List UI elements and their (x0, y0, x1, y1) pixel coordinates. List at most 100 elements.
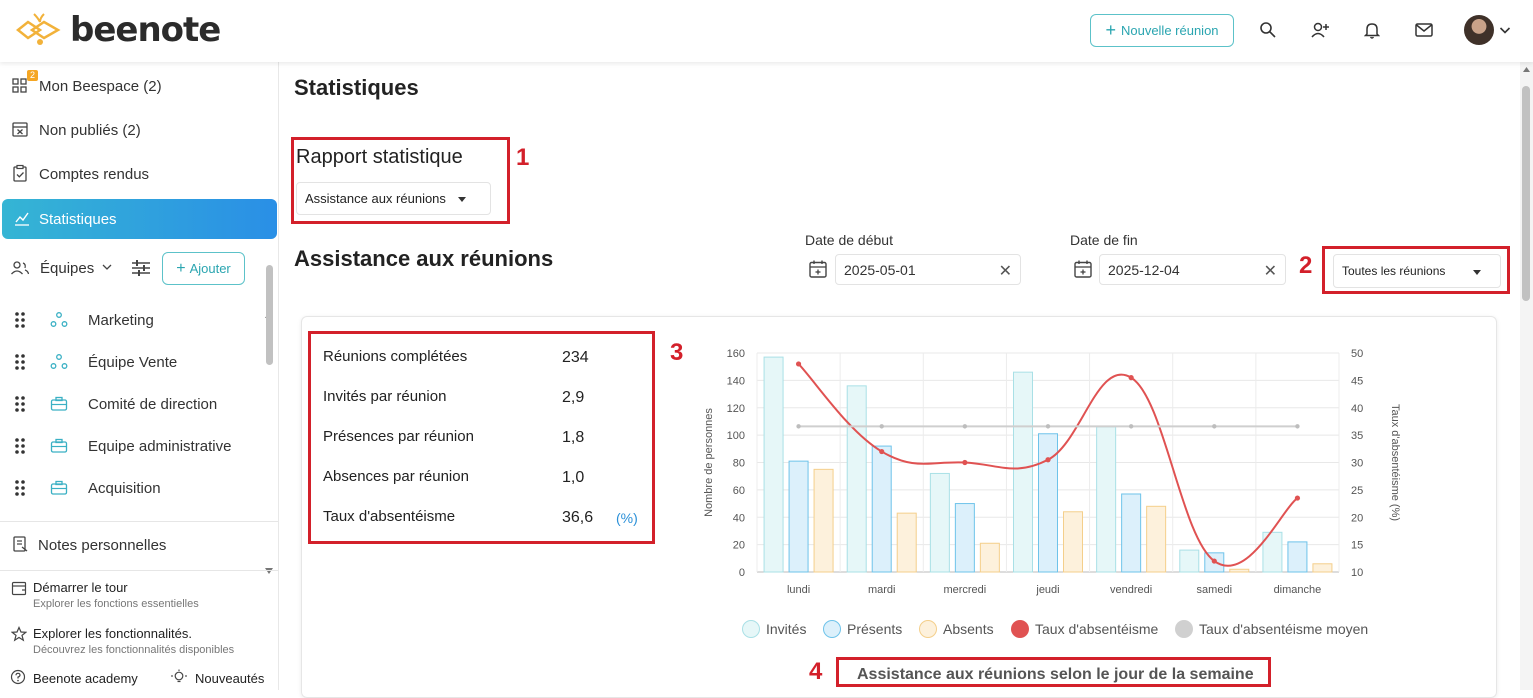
y-tick-label: 120 (727, 403, 745, 415)
mail-icon[interactable] (1412, 18, 1436, 42)
calendar-icon[interactable] (808, 259, 828, 279)
drag-handle-icon[interactable] (15, 480, 25, 500)
drag-handle-icon[interactable] (15, 312, 25, 332)
legend-swatch (1175, 620, 1193, 638)
y2-axis-title: Taux d'absentéisme (%) (1389, 404, 1401, 521)
y-tick-label: 60 (733, 485, 745, 497)
report-type-select[interactable]: Assistance aux réunions (296, 182, 491, 215)
point-vendredi (1128, 375, 1134, 381)
y-axis-title: Nombre de personnes (703, 408, 715, 517)
point-mercredi (962, 459, 968, 466)
explore-features-subtitle: Découvrez les fonctionnalités disponible… (33, 644, 235, 656)
sidebar-item-label: Notes personnelles (38, 536, 167, 554)
bell-icon[interactable] (1360, 18, 1384, 42)
legend-item[interactable]: Invités (742, 620, 806, 638)
drag-handle-icon[interactable] (15, 354, 25, 374)
attendance-chart: 0 20 40 60 80 100 120 140 160 10 15 20 25 30 35 40 45 50 l… (703, 348, 1401, 596)
stat-value: 36,6 (562, 509, 594, 526)
avg-point-dimanche (1295, 424, 1300, 429)
annotation-number-3: 3 (670, 339, 684, 366)
x-tick-label: mardi (868, 584, 896, 596)
sidebar-item-label: Non publiés (2) (39, 121, 141, 139)
new-meeting-button[interactable]: + Nouvelle réunion (1090, 14, 1234, 47)
sidebar-item-team[interactable]: Equipe administrative (0, 427, 262, 467)
search-icon[interactable] (1256, 18, 1280, 42)
bar-lundi (763, 356, 784, 573)
meetings-filter-select[interactable]: Toutes les réunions (1333, 254, 1501, 288)
stat-label: Invités par réunion (323, 388, 447, 405)
start-date-input[interactable]: 2025-05-01 ✕ (835, 254, 1021, 285)
scroll-down-icon[interactable] (264, 567, 274, 575)
y-tick-label: 20 (733, 540, 745, 552)
bar-samedi (1229, 568, 1250, 573)
sidebar-item-comptes-rendus[interactable]: Comptes rendus (0, 154, 278, 194)
avatar[interactable] (1464, 15, 1494, 45)
news-label: Nouveautés (195, 671, 265, 686)
legend-swatch (742, 620, 760, 638)
statistics-card: Réunions complétées 234 Invités par réun… (301, 316, 1497, 698)
y-tick-label: 160 (727, 348, 745, 360)
star-icon (11, 626, 27, 642)
beenote-logo[interactable]: beenote (14, 10, 221, 50)
teams-scroll-thumb[interactable] (266, 265, 273, 365)
legend-item[interactable]: Taux d'absentéisme (1011, 620, 1158, 638)
report-title: Rapport statistique (296, 146, 463, 168)
stat-label: Présences par réunion (323, 428, 474, 445)
annotation-number-4: 4 (809, 658, 823, 685)
avg-point-jeudi (1045, 424, 1051, 429)
bar-mardi (871, 445, 892, 573)
legend-swatch (919, 620, 937, 638)
bar-mardi (846, 385, 867, 573)
briefcase-icon (50, 396, 68, 416)
legend-label: Présents (847, 621, 903, 637)
notes-icon (13, 536, 28, 552)
y2-tick-label: 50 (1351, 348, 1363, 360)
legend-item[interactable]: Présents (823, 620, 902, 638)
drag-handle-icon[interactable] (15, 438, 25, 458)
sidebar-item-team[interactable]: Acquisition (0, 469, 262, 509)
clear-icon[interactable]: ✕ (998, 263, 1012, 280)
sidebar-item-non-publies[interactable]: Non publiés (2) (0, 110, 278, 150)
grid-icon (12, 78, 27, 93)
app-name: beenote (70, 10, 221, 50)
legend-item[interactable]: Absents (919, 620, 994, 638)
end-date-input[interactable]: 2025-12-04 ✕ (1099, 254, 1286, 285)
add-user-icon[interactable] (1308, 18, 1332, 42)
clear-icon[interactable]: ✕ (1263, 263, 1277, 280)
y2-tick-label: 45 (1351, 375, 1363, 387)
page-scroll-thumb[interactable] (1522, 86, 1530, 301)
stat-unit: (%) (616, 510, 638, 526)
add-team-button[interactable]: + Ajouter (162, 252, 245, 285)
chart-icon (15, 212, 29, 226)
chevron-down-icon[interactable] (102, 263, 112, 271)
drag-handle-icon[interactable] (15, 396, 25, 416)
legend-item[interactable]: Taux d'absentéisme moyen (1175, 620, 1368, 638)
sidebar-item-statistiques[interactable]: Statistiques (2, 199, 277, 239)
end-date-label: Date de fin (1070, 232, 1138, 248)
sidebar-item-label: Statistiques (39, 210, 117, 228)
stat-value: 1,0 (562, 469, 585, 486)
point-jeudi (1045, 457, 1051, 463)
bar-lundi (788, 460, 809, 573)
team-dots-icon (50, 312, 68, 332)
scroll-up-icon[interactable] (1522, 66, 1531, 73)
chevron-down-icon[interactable] (1499, 22, 1511, 40)
teams-header: Équipes (0, 252, 278, 288)
stat-label: Taux d'absentéisme (323, 508, 456, 525)
x-tick-label: jeudi (1035, 584, 1059, 596)
sidebar-item-team[interactable]: Comité de direction (0, 385, 262, 425)
sidebar-item-mon-beespace[interactable]: 2 Mon Beespace (2) (0, 66, 278, 106)
new-meeting-label: Nouvelle réunion (1120, 23, 1219, 38)
teams-label[interactable]: Équipes (40, 260, 95, 277)
calendar-icon[interactable] (1073, 259, 1093, 279)
legend-label: Invités (766, 621, 807, 637)
avg-point-vendredi (1128, 424, 1134, 429)
sidebar-item-team[interactable]: Marketing (0, 301, 262, 341)
sidebar-item-notes-personnelles[interactable]: Notes personnelles (0, 525, 278, 565)
y-tick-label: 100 (727, 430, 745, 442)
y2-tick-label: 25 (1351, 485, 1363, 497)
y2-tick-label: 15 (1351, 540, 1363, 552)
sidebar-item-team[interactable]: Équipe Vente (0, 343, 262, 383)
team-label: Acquisition (88, 480, 161, 497)
filter-sliders-icon[interactable] (131, 259, 151, 277)
